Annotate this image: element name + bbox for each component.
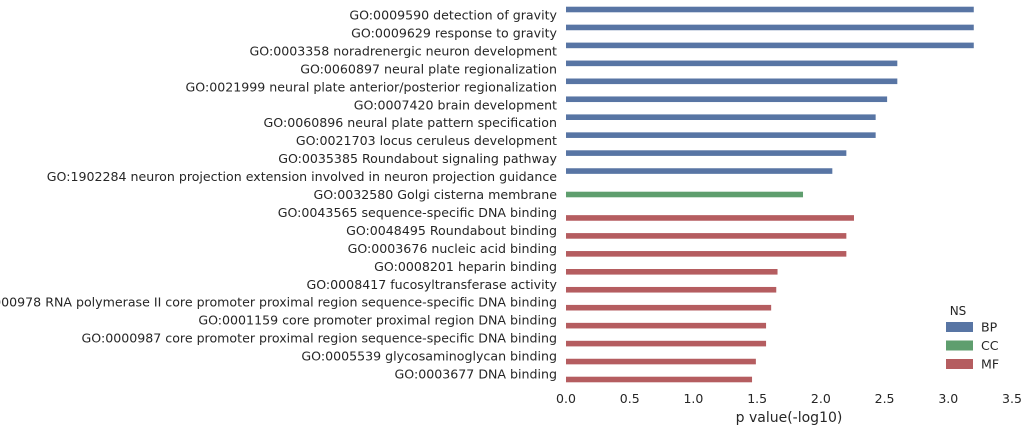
bar (566, 42, 974, 49)
legend-swatch (946, 359, 973, 369)
bar (566, 251, 847, 257)
bar (566, 358, 756, 365)
bar (566, 215, 854, 221)
bars (566, 6, 974, 383)
bar (566, 340, 767, 347)
x-tick-label: 1.5 (747, 391, 767, 406)
legend-swatch (946, 322, 973, 332)
category-label: GO:0032580 Golgi cisterna membrane (314, 187, 558, 202)
category-label: GO:0021703 locus ceruleus development (296, 133, 557, 148)
category-labels: GO:0009590 detection of gravity GO:000962… (0, 8, 558, 382)
bar (566, 286, 777, 293)
category-label: GO:0003676 nucleic acid binding (348, 241, 557, 256)
x-tick-label: 0.0 (556, 391, 576, 406)
x-tick-label: 2.0 (811, 391, 831, 406)
bar (566, 24, 974, 31)
category-label: GO:0035385 Roundabout signaling pathway (278, 151, 557, 166)
bar (566, 269, 778, 275)
category-label: GO:0060896 neural plate pattern specific… (264, 115, 558, 130)
category-label: GO:0000987 core promoter proximal region… (82, 331, 558, 346)
category-label: GO:0009590 detection of gravity (349, 8, 557, 23)
bar (566, 304, 772, 311)
x-tick-label: 1.0 (683, 391, 703, 406)
bar (566, 78, 898, 85)
bar (566, 191, 804, 198)
bar (566, 114, 876, 120)
legend-label: MF (981, 357, 999, 372)
x-axis-ticks: 0.0 0.5 1.0 1.5 2.0 2.5 3.0 3.5 (556, 391, 1022, 406)
category-label: GO:0060897 neural plate regionalization (300, 61, 557, 76)
category-label: GO:0021999 neural plate anterior/posteri… (186, 79, 558, 94)
bar (566, 150, 847, 156)
category-label: GO:0001159 core promoter proximal region… (198, 313, 557, 328)
category-label: GO:0007420 brain development (354, 97, 557, 112)
category-label: GO:0048495 Roundabout binding (346, 223, 557, 238)
category-label: GO:0005539 glycosaminoglycan binding (301, 349, 557, 364)
legend-label: BP (981, 320, 998, 335)
bar (566, 132, 876, 138)
bar (566, 60, 898, 67)
legend-swatch (946, 340, 973, 351)
bar (566, 376, 753, 383)
x-axis-label: p value(-log10) (736, 410, 843, 426)
x-tick-label: 0.5 (620, 391, 640, 406)
bar (566, 168, 833, 174)
x-tick-label: 3.5 (1002, 391, 1022, 406)
bar (566, 96, 888, 103)
legend: NS BP CC MF (946, 304, 999, 372)
category-label: GO:0009629 response to gravity (351, 25, 557, 40)
category-label: GO:0008201 heparin binding (374, 259, 557, 274)
category-label: GO:0003677 DNA binding (395, 367, 557, 382)
category-label: GO:1902284 neuron projection extension i… (47, 169, 557, 184)
bar (566, 6, 974, 13)
category-label: GO:0003358 noradrenergic neuron developm… (250, 43, 558, 58)
x-tick-label: 3.0 (938, 391, 958, 406)
category-label: GO:0000978 RNA polymerase II core promot… (0, 295, 557, 310)
category-label: GO:0008417 fucosyltransferase activity (306, 277, 557, 292)
bar (566, 233, 847, 239)
bar (566, 322, 767, 329)
legend-label: CC (981, 338, 999, 353)
category-label: GO:0043565 sequence-specific DNA binding (278, 205, 557, 220)
x-tick-label: 2.5 (875, 391, 895, 406)
legend-title: NS (950, 304, 967, 318)
